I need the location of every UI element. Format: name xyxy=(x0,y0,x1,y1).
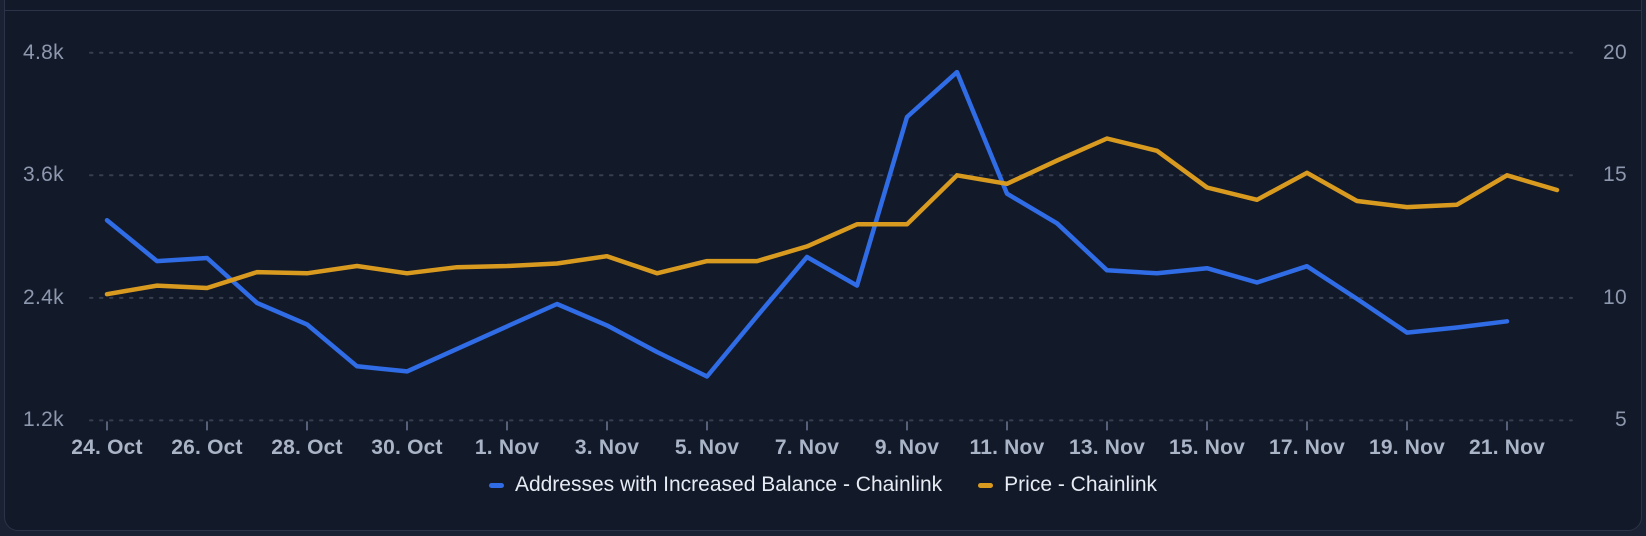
x-axis-label-17. Nov: 17. Nov xyxy=(1268,436,1346,459)
y-axis-right-label-20: 20 xyxy=(1603,40,1627,64)
x-axis-label-28. Oct: 28. Oct xyxy=(271,436,343,459)
legend-marker-addresses-icon xyxy=(488,482,504,488)
y-axis-left-label-2.4k: 2.4k xyxy=(23,285,64,309)
x-axis-label-15. Nov: 15. Nov xyxy=(1168,436,1246,459)
x-axis-label-26. Oct: 26. Oct xyxy=(171,436,243,459)
x-axis-label-9. Nov: 9. Nov xyxy=(874,436,940,459)
x-axis-label-24. Oct: 24. Oct xyxy=(71,436,143,459)
x-axis-label-13. Nov: 13. Nov xyxy=(1068,436,1146,459)
x-axis-label-11. Nov: 11. Nov xyxy=(969,436,1045,459)
legend-marker-price-icon xyxy=(978,482,994,488)
y-axis-right-label-5: 5 xyxy=(1615,408,1627,432)
chart-legend: Addresses with Increased Balance - Chain… xyxy=(0,470,1646,500)
y-axis-left-label-4.8k: 4.8k xyxy=(23,40,64,64)
legend-item-addresses[interactable]: Addresses with Increased Balance - Chain… xyxy=(488,473,943,497)
series-line-addresses[interactable] xyxy=(104,69,1510,379)
legend-label-addresses: Addresses with Increased Balance - Chain… xyxy=(514,473,943,496)
x-axis-label-3. Nov: 3. Nov xyxy=(574,436,640,459)
y-axis-right-label-15: 15 xyxy=(1603,163,1627,187)
x-axis-label-21. Nov: 21. Nov xyxy=(1468,436,1546,459)
legend-label-price: Price - Chainlink xyxy=(1004,473,1158,496)
x-axis-label-30. Oct: 30. Oct xyxy=(371,436,443,459)
x-axis-label-7. Nov: 7. Nov xyxy=(774,436,840,459)
x-axis-label-19. Nov: 19. Nov xyxy=(1368,436,1446,459)
x-axis-label-1. Nov: 1. Nov xyxy=(474,436,540,459)
y-axis-left-label-3.6k: 3.6k xyxy=(23,163,64,187)
y-axis-right-label-10: 10 xyxy=(1603,285,1627,309)
y-axis-left-label-1.2k: 1.2k xyxy=(23,408,64,432)
legend-item-price[interactable]: Price - Chainlink xyxy=(978,473,1157,497)
panel-top-divider xyxy=(5,10,1641,11)
x-axis-label-5. Nov: 5. Nov xyxy=(674,436,740,459)
series-line-price[interactable] xyxy=(104,136,1560,297)
